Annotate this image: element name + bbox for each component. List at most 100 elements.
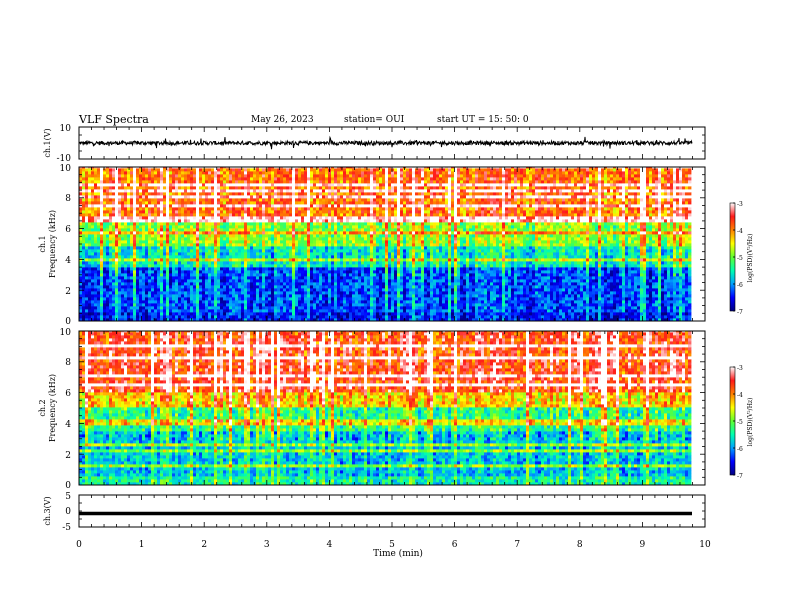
spectrogram-cell (79, 231, 83, 235)
spectrogram-cell (94, 294, 98, 298)
spectrogram-cell (187, 204, 191, 208)
spectrogram-cell (328, 264, 332, 268)
spectrogram-cell (265, 189, 269, 193)
spectrogram-cell (202, 306, 206, 310)
spectrogram-cell (295, 300, 299, 304)
spectrogram-cell (112, 192, 116, 196)
spectrogram-cell (163, 297, 167, 301)
spectrogram-cell (214, 207, 218, 211)
spectrogram-cell (157, 300, 161, 304)
spectrogram-cell (364, 183, 368, 187)
spectrogram-cell (139, 213, 143, 217)
spectrogram-cell (172, 225, 176, 229)
spectrogram-cell (316, 201, 320, 205)
spectrogram-cell (118, 237, 122, 241)
spectrogram-cell (199, 273, 203, 277)
spectrogram-cell (316, 171, 320, 175)
spectrogram-cell (295, 171, 299, 175)
spectrogram-cell (346, 267, 350, 271)
spectrogram-cell (322, 213, 326, 217)
spectrogram-cell (364, 282, 368, 286)
spectrogram-cell (355, 309, 359, 313)
spectrogram-cell (259, 174, 263, 178)
spectrogram-cell (97, 282, 101, 286)
spectrogram-cell (127, 225, 131, 229)
spectrogram-cell (151, 204, 155, 208)
spectrogram-cell (325, 204, 329, 208)
spectrogram-cell (172, 297, 176, 301)
spectrogram-cell (325, 195, 329, 199)
spectrogram-cell (364, 261, 368, 265)
spectrogram-cell (292, 222, 296, 226)
spectrogram-cell (295, 294, 299, 298)
spectrogram-cell (298, 273, 302, 277)
spectrogram-cell (274, 264, 278, 268)
spectrogram-cell (271, 285, 275, 289)
spectrogram-cell (361, 294, 365, 298)
spectrogram-cell (238, 273, 242, 277)
spectrogram-cell (142, 228, 146, 232)
spectrogram-cell (178, 171, 182, 175)
spectrogram-cell (106, 201, 110, 205)
spectrogram-cell (310, 255, 314, 259)
spectrogram-cell (172, 318, 176, 321)
spectrogram-cell (265, 297, 269, 301)
spectrogram-cell (217, 255, 221, 259)
spectrogram-cell (340, 297, 344, 301)
spectrogram-cell (79, 213, 83, 217)
spectrogram-cell (235, 303, 239, 307)
spectrogram-cell (259, 228, 263, 232)
spectrogram-cell (253, 219, 257, 223)
spectrogram-cell (214, 180, 218, 184)
spectrogram-cell (193, 219, 197, 223)
spectrogram-cell (136, 273, 140, 277)
spectrogram-cell (145, 228, 149, 232)
spectrogram-cell (94, 270, 98, 274)
spectrogram-cell (181, 168, 185, 172)
spectrogram-cell (364, 294, 368, 298)
spectrogram-cell (121, 210, 125, 214)
spectrogram-cell (184, 309, 188, 313)
spectrogram-cell (142, 282, 146, 286)
spectrogram-cell (97, 186, 101, 190)
spectrogram-cell (214, 318, 218, 321)
spectrogram-cell (112, 167, 116, 169)
spectrogram-cell (361, 180, 365, 184)
spectrogram-cell (298, 270, 302, 274)
spectrogram-cell (193, 204, 197, 208)
spectrogram-cell (325, 231, 329, 235)
spectrogram-cell (97, 294, 101, 298)
spectrogram-cell (148, 189, 152, 193)
spectrogram-cell (253, 240, 257, 244)
spectrogram-cell (124, 210, 128, 214)
spectrogram-cell (316, 294, 320, 298)
spectrogram-cell (169, 186, 173, 190)
spectrogram-cell (214, 168, 218, 172)
spectrogram-cell (298, 279, 302, 283)
spectrogram-cell (304, 315, 308, 319)
spectrogram-cell (304, 225, 308, 229)
spectrogram-cell (226, 243, 230, 247)
spectrogram-cell (262, 315, 266, 319)
spectrogram-cell (346, 276, 350, 280)
spectrogram-cell (91, 288, 95, 292)
spectrogram-cell (202, 291, 206, 295)
spectrogram-cell (364, 240, 368, 244)
spectrogram-cell (163, 240, 167, 244)
spectrogram-cell (319, 318, 323, 321)
spectrogram-cell (259, 171, 263, 175)
spectrogram-cell (268, 186, 272, 190)
spectrogram-cell (247, 168, 251, 172)
spectrogram-cell (127, 204, 131, 208)
spectrogram-cell (166, 270, 170, 274)
spectrogram-cell (181, 276, 185, 280)
spectrogram-cell (295, 282, 299, 286)
spectrogram-cell (220, 309, 224, 313)
spectrogram-cell (157, 183, 161, 187)
spectrogram-cell (121, 273, 125, 277)
spectrogram-cell (208, 249, 212, 253)
spectrogram-cell (298, 240, 302, 244)
spectrogram-cell (283, 231, 287, 235)
spectrogram-cell (88, 306, 92, 310)
spectrogram-cell (316, 207, 320, 211)
